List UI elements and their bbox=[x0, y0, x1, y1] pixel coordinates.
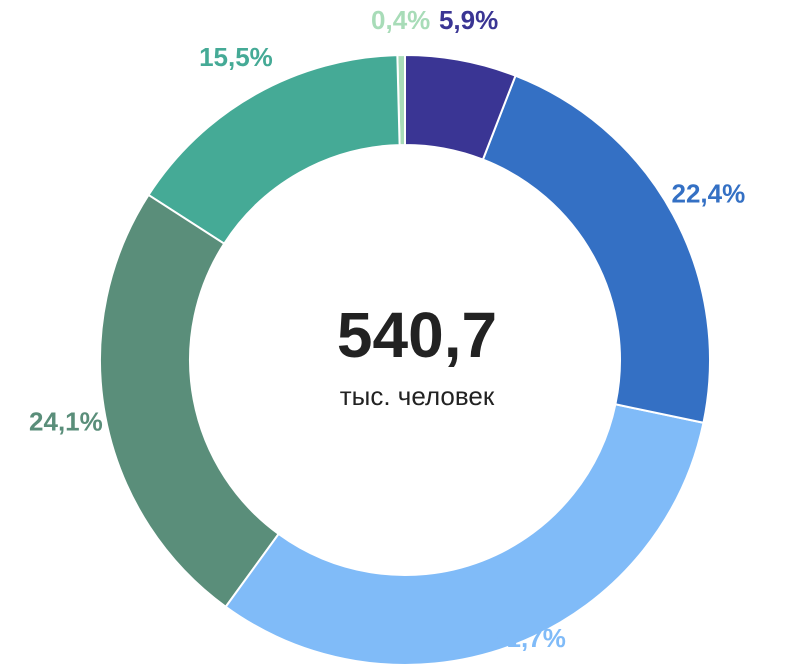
center-value: 540,7 bbox=[337, 299, 497, 371]
center-caption: тыс. человек bbox=[340, 381, 495, 411]
value-label: 5,9% bbox=[439, 5, 498, 35]
segment bbox=[224, 403, 705, 665]
segment bbox=[404, 53, 517, 161]
value-label: 15,5% bbox=[199, 42, 273, 72]
value-label: 0,4% bbox=[371, 5, 430, 35]
segment bbox=[99, 193, 281, 609]
segment bbox=[147, 54, 401, 246]
segment bbox=[481, 74, 711, 424]
value-label: 22,4% bbox=[671, 179, 745, 209]
value-label: 31,7% bbox=[492, 623, 566, 653]
value-label: 24,1% bbox=[29, 406, 103, 436]
